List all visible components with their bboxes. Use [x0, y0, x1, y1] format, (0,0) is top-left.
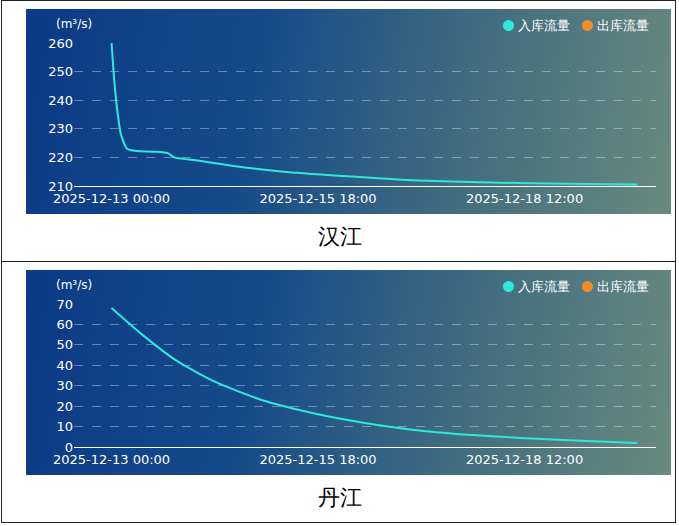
svg-text:250: 250 — [48, 64, 73, 79]
svg-text:50: 50 — [56, 337, 73, 352]
svg-text:240: 240 — [48, 93, 73, 108]
svg-text:0: 0 — [65, 440, 73, 455]
svg-text:2025-12-13 00:00: 2025-12-13 00:00 — [53, 452, 170, 467]
svg-text:60: 60 — [56, 317, 73, 332]
svg-text:(m³/s): (m³/s) — [56, 278, 92, 292]
svg-text:70: 70 — [56, 297, 73, 312]
svg-text:2025-12-18 12:00: 2025-12-18 12:00 — [466, 452, 583, 467]
html-text:出库流量: 出库流量 — [597, 18, 649, 33]
svg-text:10: 10 — [56, 419, 73, 434]
html-text:入库流量: 入库流量 — [518, 279, 570, 294]
svg-text:2025-12-15 18:00: 2025-12-15 18:00 — [259, 452, 376, 467]
html-text:丹江: 丹江 — [317, 485, 362, 510]
svg-text:260: 260 — [48, 36, 73, 51]
svg-text:2025-12-15 18:00: 2025-12-15 18:00 — [259, 191, 376, 206]
html-text:汉江: 汉江 — [317, 224, 362, 249]
svg-text:2025-12-13 00:00: 2025-12-13 00:00 — [53, 191, 170, 206]
svg-text:30: 30 — [56, 378, 73, 393]
svg-text:2025-12-18 12:00: 2025-12-18 12:00 — [466, 191, 583, 206]
svg-text:230: 230 — [48, 121, 73, 136]
svg-text:20: 20 — [56, 399, 73, 414]
svg-text:40: 40 — [56, 358, 73, 373]
svg-text:(m³/s): (m³/s) — [56, 17, 92, 31]
svg-text:220: 220 — [48, 150, 73, 165]
svg-text:210: 210 — [48, 179, 73, 194]
html-text:入库流量: 入库流量 — [518, 18, 570, 33]
html-text:出库流量: 出库流量 — [597, 279, 649, 294]
